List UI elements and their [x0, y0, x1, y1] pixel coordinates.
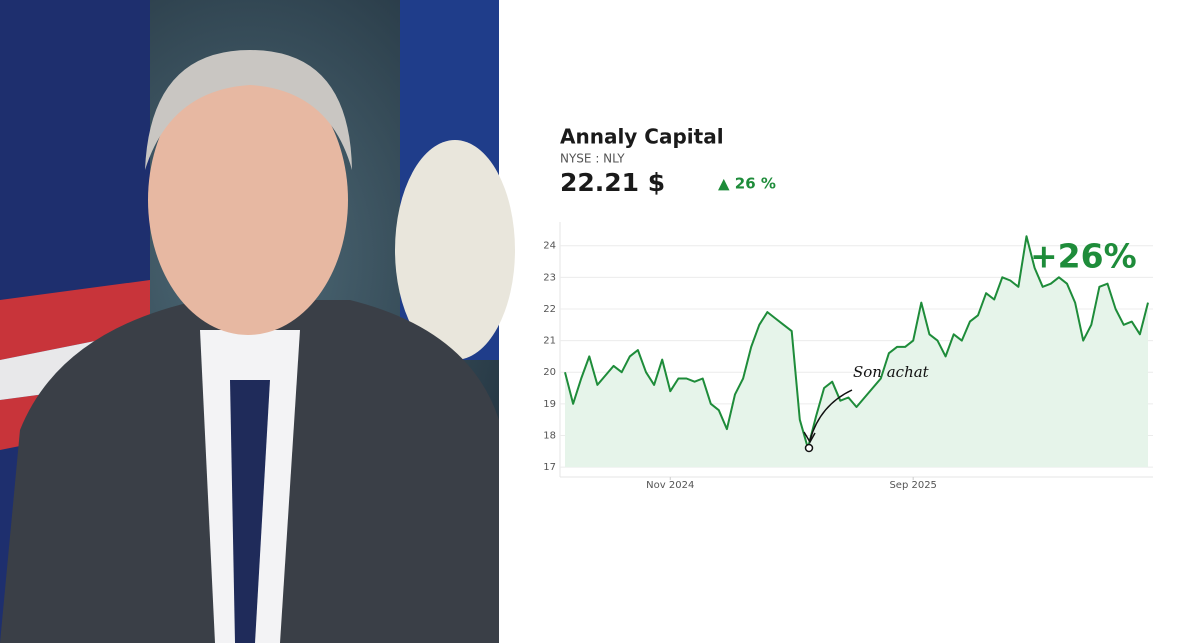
plot: 17 18 19 20 21 22 23 24 Nov 2024 Sep 2025 Son acha…	[543, 235, 1153, 491]
purchase-marker	[804, 443, 814, 453]
portrait-photo	[0, 0, 515, 643]
x-tick-label: Sep 2025	[889, 480, 936, 491]
y-tick-label: 22	[543, 304, 556, 315]
price: 22.21 $	[560, 168, 665, 197]
annotation-arrow	[809, 389, 853, 441]
y-tick-label: 24	[543, 241, 556, 252]
y-tick-label: 20	[543, 367, 556, 378]
annotation: +26%	[1030, 237, 1137, 276]
y-tick-label: 17	[543, 462, 556, 473]
arrow-head	[803, 431, 816, 444]
ticker: NYSE : NLY	[560, 152, 625, 166]
area	[565, 236, 1148, 468]
y-tick-label: 23	[543, 272, 556, 283]
annotation: Son achat	[853, 363, 930, 381]
change: ▲ 26 %	[718, 175, 776, 193]
x-tick-label: Nov 2024	[646, 480, 694, 491]
y-tick-label: 18	[543, 430, 556, 441]
y-tick-label: 19	[543, 399, 556, 410]
price-line	[564, 235, 1149, 450]
chart-title: Annaly Capital	[560, 125, 724, 149]
y-tick-label: 21	[543, 336, 556, 347]
